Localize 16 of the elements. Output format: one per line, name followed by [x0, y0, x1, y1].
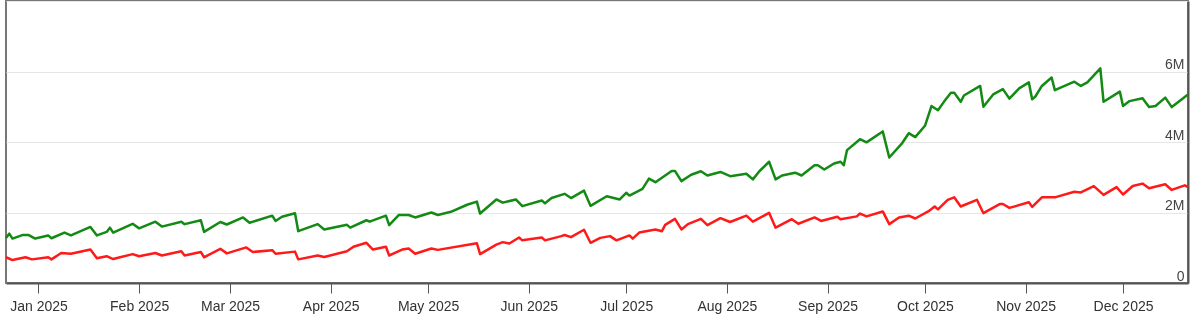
- x-tick-label: Jan 2025: [10, 297, 68, 314]
- x-tick-label: Dec 2025: [1093, 297, 1154, 314]
- x-tick-label: Mar 2025: [200, 297, 261, 314]
- y-tick-label: 6M: [1165, 56, 1185, 72]
- x-tick-label: Aug 2025: [697, 297, 758, 314]
- y-tick-label: 0: [1176, 267, 1185, 284]
- x-tick-label: May 2025: [397, 297, 460, 314]
- x-tick-label: Nov 2025: [996, 297, 1057, 314]
- y-tick-label: 4M: [1165, 126, 1185, 143]
- x-tick-label: Jul 2025: [600, 297, 654, 314]
- x-tick-label: Jun 2025: [500, 297, 559, 314]
- x-tick-label: Feb 2025: [110, 297, 170, 314]
- x-tick-label: Apr 2025: [302, 297, 360, 314]
- y-tick-label: 2M: [1165, 197, 1185, 213]
- x-tick-label: Sep 2025: [798, 297, 859, 314]
- x-tick-label: Oct 2025: [897, 297, 955, 314]
